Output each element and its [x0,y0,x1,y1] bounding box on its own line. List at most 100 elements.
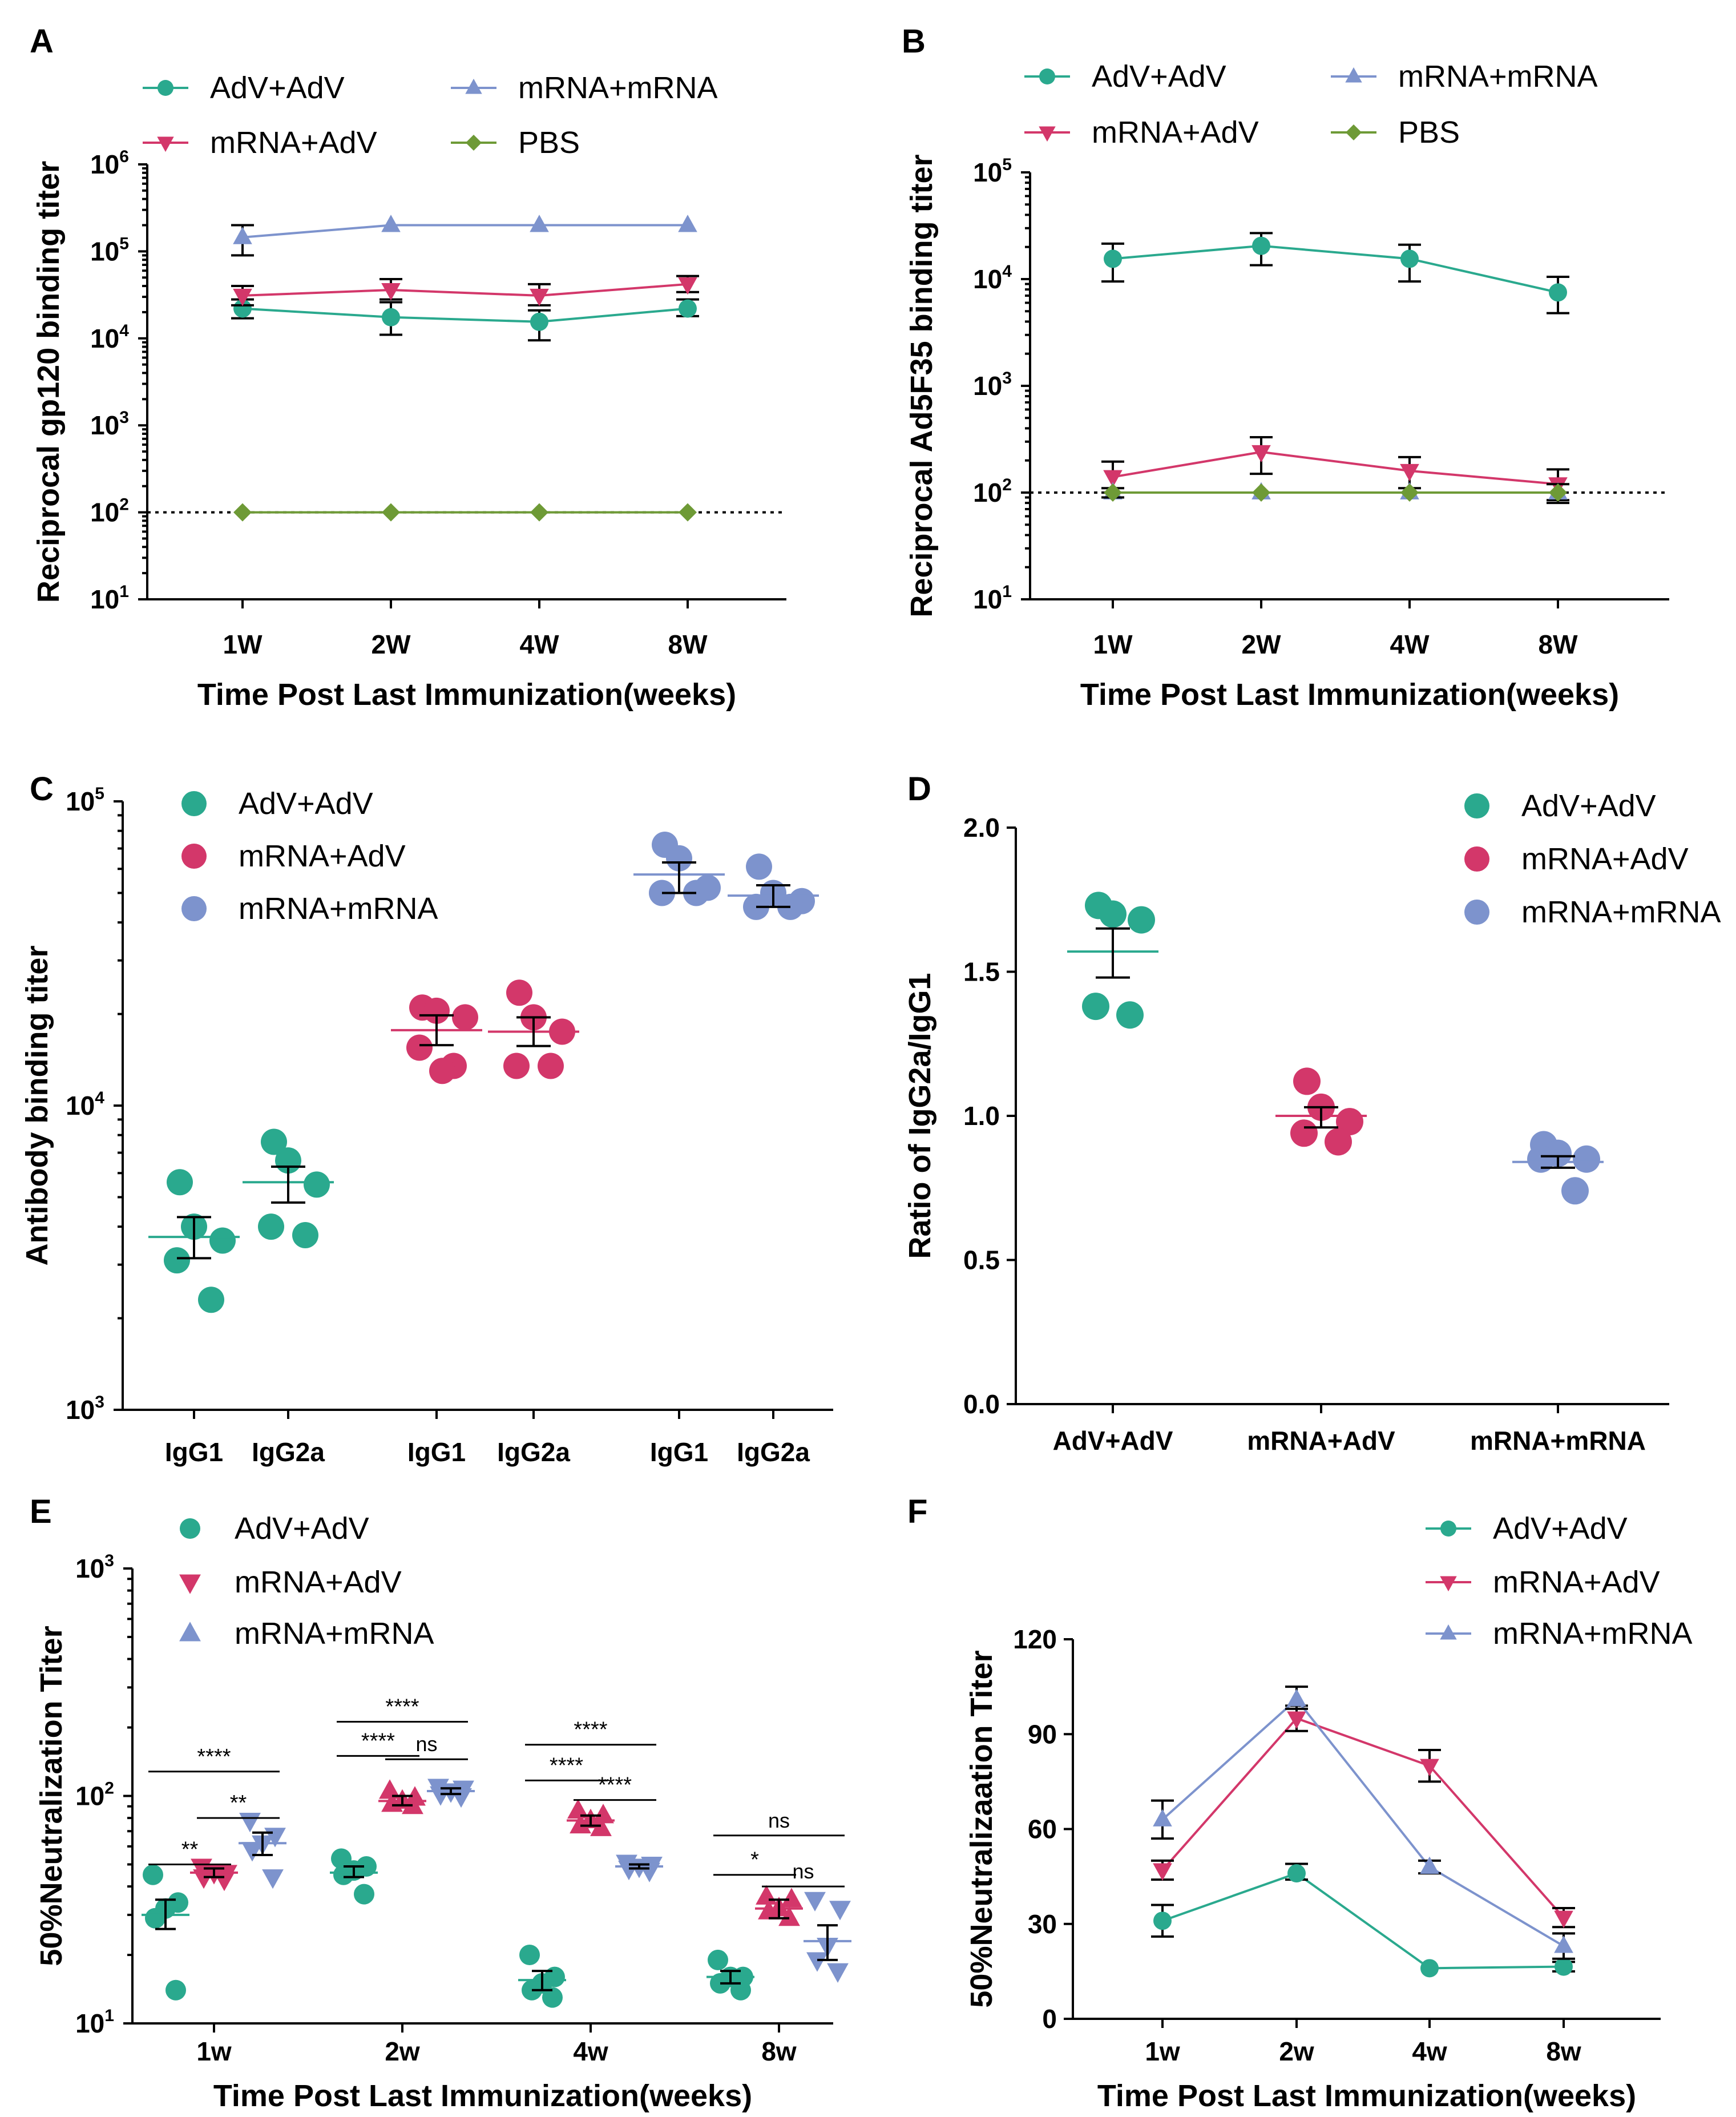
data-point [164,1247,190,1274]
legend-marker [1464,793,1489,818]
group-AdV+AdV [243,1128,334,1249]
data-point [666,845,692,872]
legend-marker [179,1622,201,1642]
x-tick-label: 1W [1093,630,1133,659]
group-mRNA+mRNA [239,1813,286,1889]
data-point [1554,1935,1573,1953]
panel-letter: D [907,771,931,808]
x-tick-label: IgG1 [165,1437,223,1467]
data-point [167,1169,193,1196]
series-line [1112,244,1559,294]
y-tick-exponent: 3 [1002,369,1012,388]
x-axis-title: Time Post Last Immunization(weeks) [1080,678,1619,712]
group-mRNA+mRNA [728,853,819,920]
series-AdV+AdV [1151,1862,1575,1978]
y-tick-label: 105 [90,234,129,266]
data-point [679,299,697,318]
x-axis-title: Time Post Last Immunization(weeks) [213,2079,752,2113]
group-AdV+AdV [142,1864,189,2001]
y-tick-exponent: 1 [104,2006,114,2025]
y-tick-label: 104 [90,321,129,353]
data-point [829,1901,851,1921]
data-point [708,1949,728,1970]
data-point [570,1813,591,1834]
data-point [165,1979,186,2001]
data-point [1325,1128,1352,1156]
series-mRNA+mRNA [1103,482,1568,499]
data-point [804,1892,826,1912]
legend-label: mRNA+AdV [239,839,406,873]
y-tick-label: 104 [66,1088,104,1120]
y-axis-title: 50%Neutralizaation Titer [964,1650,999,2007]
series-line [1161,1717,1565,1918]
data-point [1549,283,1567,302]
x-tick-label: 8w [1546,2037,1581,2066]
significance-bracket: ns [385,1732,468,1760]
legend-label: mRNA+AdV [1493,1565,1660,1599]
data-point [1252,236,1270,255]
data-point [1103,470,1123,488]
data-point [567,1799,589,1819]
data-point [1153,1809,1172,1826]
significance-bracket: **** [148,1745,280,1773]
legend-label: mRNA+AdV [1092,115,1259,150]
series-mRNA+AdV [231,275,699,307]
x-tick-label: IgG1 [407,1437,466,1467]
data-point [1104,249,1122,268]
legend-marker [1464,846,1489,872]
y-tick-label: 101 [75,2006,114,2038]
y-tick-label: 106 [90,147,129,179]
data-point [1293,1067,1321,1095]
significance-label: **** [361,1729,395,1753]
data-point [198,1287,224,1313]
data-point [1554,1910,1573,1929]
group-AdV+AdV [148,1169,240,1313]
group-AdV+AdV [1067,892,1158,1029]
series-line [1161,1697,1565,1947]
data-point [261,1128,287,1155]
y-tick-exponent: 3 [95,1393,104,1412]
panel-E: 101 102 103 1w 2w 4w 8w 50%Neutralization Titer… [30,1493,851,2113]
legend: AdV+AdV mRNA+mRNA mRNA+AdV PBS [1024,59,1598,150]
legend-marker [158,80,173,96]
y-tick-label: 60 [1028,1814,1057,1844]
legend-marker [1345,67,1362,83]
group-AdV+AdV [330,1848,378,1905]
series-line [1162,1872,1564,1970]
x-tick-label: 2W [372,630,411,659]
data-point [382,308,400,326]
data-point [1153,1912,1172,1930]
data-point [143,1864,163,1885]
data-point [193,1869,215,1889]
data-point [304,1171,330,1198]
significance-bracket: **** [525,1718,656,1746]
data-point [542,1987,563,2008]
x-tick-label: 8W [1539,630,1578,659]
y-tick-exponent: 2 [119,495,129,514]
data-point [333,1864,354,1885]
series-mRNA+mRNA [231,215,697,257]
data-point [1549,483,1567,502]
data-point [382,503,400,522]
data-point [381,215,401,232]
legend-label: mRNA+mRNA [518,71,718,105]
data-point [1082,993,1109,1021]
series-AdV+AdV [231,298,699,342]
y-tick-exponent: 4 [1002,262,1012,281]
significance-label: **** [550,1753,583,1777]
data-point [379,1779,401,1799]
x-tick-label: 2w [1279,2037,1314,2066]
x-tick-label: 1W [223,630,263,659]
x-tick-label: 1w [196,2037,232,2066]
series-line [1112,450,1559,486]
y-tick-exponent: 2 [104,1779,114,1798]
legend-label: AdV+AdV [1521,789,1656,823]
series-AdV+AdV [1101,232,1569,314]
series-mRNA+AdV [1151,1704,1575,1929]
data-point [1099,900,1127,928]
panel-F: 0 30 60 90 120 1w 2w 4w 8w 50%Neutralizaation Tit… [907,1493,1693,2113]
legend-marker [1464,900,1489,925]
data-point [1420,1959,1439,1978]
y-tick-label: 104 [973,262,1012,294]
